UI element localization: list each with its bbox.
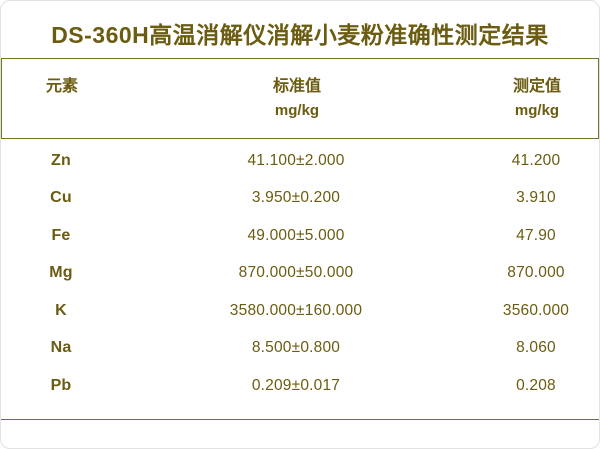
table-row: Mg 870.000±50.000 870.000 [1, 255, 599, 293]
column-header-standard-unit: mg/kg [274, 102, 320, 119]
column-header-measured: 测定值 mg/kg [472, 75, 599, 138]
standard-value-cell: 8.500±0.800 [251, 339, 341, 357]
table-row: Fe 49.000±5.000 47.90 [1, 217, 599, 255]
column-header-standard: 标准值 mg/kg [122, 75, 472, 138]
table-row: Zn 41.100±2.000 41.200 [1, 142, 599, 180]
table-row: Pb 0.209±0.017 0.208 [1, 367, 599, 405]
results-table: 元素 标准值 mg/kg 测定值 mg/kg Zn 41.100±2.000 4… [1, 58, 599, 420]
element-cell: K [55, 301, 67, 319]
table-row: K 3580.000±160.000 3560.000 [1, 292, 599, 330]
element-cell: Zn [51, 151, 71, 169]
table-body: Zn 41.100±2.000 41.200 Cu 3.950±0.200 3.… [1, 139, 599, 420]
column-header-element-label: 元素 [45, 78, 78, 95]
element-cell: Mg [49, 264, 73, 282]
measured-value-cell: 3.910 [516, 189, 556, 207]
standard-value-cell: 49.000±5.000 [247, 226, 345, 244]
column-header-element: 元素 [2, 75, 122, 138]
element-cell: Pb [50, 376, 72, 394]
table-header-row: 元素 标准值 mg/kg 测定值 mg/kg [1, 58, 599, 139]
column-header-measured-label: 测定值 [512, 78, 561, 95]
measured-value-cell: 0.208 [516, 376, 556, 394]
element-cell: Cu [50, 189, 72, 207]
table-row: Cu 3.950±0.200 3.910 [1, 180, 599, 218]
table-row: Na 8.500±0.800 8.060 [1, 330, 599, 368]
element-cell: Na [50, 339, 72, 357]
page-title: DS-360H高温消解仪消解小麦粉准确性测定结果 [51, 21, 549, 48]
measured-value-cell: 8.060 [516, 339, 556, 357]
standard-value-cell: 41.100±2.000 [247, 151, 345, 169]
measured-value-cell: 41.200 [511, 151, 561, 169]
measured-value-cell: 870.000 [507, 264, 565, 282]
standard-value-cell: 0.209±0.017 [251, 376, 341, 394]
column-header-standard-label: 标准值 [272, 78, 321, 95]
standard-value-cell: 870.000±50.000 [238, 264, 354, 282]
measured-value-cell: 47.90 [516, 226, 556, 244]
element-cell: Fe [51, 226, 71, 244]
title-bar: DS-360H高温消解仪消解小麦粉准确性测定结果 [1, 1, 599, 58]
column-header-measured-unit: mg/kg [514, 102, 560, 119]
standard-value-cell: 3580.000±160.000 [229, 301, 363, 319]
measured-value-cell: 3560.000 [502, 301, 570, 319]
standard-value-cell: 3.950±0.200 [251, 189, 341, 207]
